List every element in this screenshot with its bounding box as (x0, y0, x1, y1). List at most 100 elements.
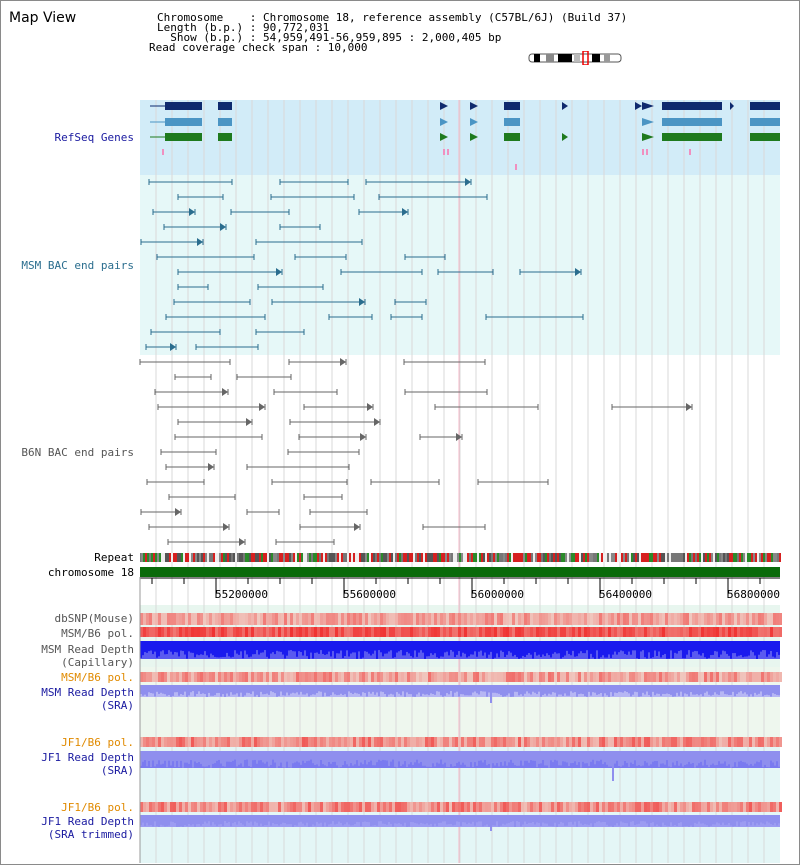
depth-bar (520, 641, 522, 658)
heat-cell (593, 627, 596, 637)
track-label-msm-depth-sra[interactable]: MSM Read Depth (41, 686, 134, 699)
track-label-jf1-b6-pol-2[interactable]: JF1/B6 pol. (61, 801, 134, 814)
heat-cell (158, 802, 161, 812)
track-label-msm-b6-pol-2[interactable]: MSM/B6 pol. (61, 671, 134, 684)
heat-cell (245, 737, 248, 747)
depth-bar (444, 751, 446, 763)
depth-bar (572, 815, 574, 825)
depth-bar (638, 685, 640, 697)
repeat-element (671, 553, 673, 562)
depth-bar (472, 815, 474, 822)
repeat-element (153, 553, 155, 562)
depth-bar (414, 815, 416, 823)
heat-cell (404, 672, 407, 682)
depth-bar (366, 641, 368, 652)
depth-bar (636, 641, 638, 659)
depth-bar (168, 641, 170, 651)
heat-cell (491, 613, 494, 625)
track-label-msm-bac[interactable]: MSM BAC end pairs (21, 259, 134, 272)
track-label-jf1-depth-sra[interactable]: JF1 Read Depth (41, 751, 134, 764)
depth-bar (432, 685, 434, 694)
heat-cell (581, 737, 584, 747)
repeat-element (549, 553, 551, 562)
track-label-msm-b6-pol[interactable]: MSM/B6 pol. (61, 627, 134, 640)
repeat-element (741, 553, 743, 562)
depth-bar (388, 641, 390, 652)
repeat-element (247, 553, 249, 562)
heat-cell (281, 627, 284, 637)
heat-cell (557, 613, 560, 625)
heat-cell (587, 672, 590, 682)
track-label-repeat[interactable]: Repeat (94, 551, 134, 564)
repeat-element (251, 553, 253, 562)
depth-bar (606, 815, 608, 825)
msm-bac-pairs[interactable] (140, 178, 584, 351)
heat-cell (518, 672, 521, 682)
track-label-refseq[interactable]: RefSeq Genes (54, 131, 134, 144)
depth-bar (210, 751, 212, 768)
track-label-b6n-bac[interactable]: B6N BAC end pairs (21, 446, 134, 459)
depth-bar (224, 685, 226, 697)
depth-bar (270, 685, 272, 692)
depth-bar (156, 751, 158, 765)
heat-cell (446, 737, 449, 747)
heat-cell (602, 627, 605, 637)
depth-bar (450, 815, 452, 824)
depth-bar (372, 641, 374, 654)
refseq-features[interactable] (150, 102, 780, 170)
b6n-pair-arrow (374, 418, 380, 426)
depth-bar (564, 641, 566, 656)
repeat-element (451, 553, 453, 562)
heat-cell (464, 802, 467, 812)
depth-bar (144, 685, 146, 695)
polymorphism-heatmaps[interactable] (140, 613, 782, 812)
repeat-element (577, 553, 579, 562)
chromosome-bar[interactable] (140, 567, 780, 577)
heat-cell (737, 627, 740, 637)
depth-bar (386, 685, 388, 697)
depth-bar (714, 815, 716, 825)
heat-cell (269, 672, 272, 682)
depth-bar (552, 641, 554, 654)
track-label-jf1-depth-trimmed[interactable]: JF1 Read Depth (41, 815, 134, 828)
depth-bar (696, 685, 698, 695)
track-label-jf1-b6-pol[interactable]: JF1/B6 pol. (61, 736, 134, 749)
b6n-bac-pairs[interactable] (139, 358, 693, 546)
depth-bar (686, 751, 688, 765)
depth-bar (144, 751, 146, 761)
heat-cell (692, 737, 695, 747)
read-depth-plots[interactable] (140, 641, 780, 831)
heat-cell (170, 737, 173, 747)
track-label-chromosome[interactable]: chromosome 18 (47, 566, 134, 579)
depth-bar (350, 815, 352, 826)
heat-cell (413, 672, 416, 682)
repeat-element (413, 553, 415, 562)
repeat-track[interactable] (140, 553, 781, 562)
repeat-element (455, 553, 457, 562)
track-label-dbsnp[interactable]: dbSNP(Mouse) (54, 612, 134, 625)
heat-cell (530, 802, 533, 812)
depth-bar (286, 641, 288, 656)
track-label-msm-depth-capillary[interactable]: MSM Read Depth (41, 643, 134, 656)
heat-cell (191, 627, 194, 637)
depth-bar (732, 685, 734, 692)
chromosome-ideogram[interactable] (528, 51, 623, 65)
depth-bar (758, 641, 760, 655)
depth-bar (742, 815, 744, 822)
depth-bar (726, 751, 728, 766)
heat-cell (611, 627, 614, 637)
depth-bar (490, 815, 492, 831)
heat-cell (143, 737, 146, 747)
repeat-element (637, 553, 639, 562)
depth-bar (446, 685, 448, 694)
heat-cell (167, 737, 170, 747)
repeat-element (439, 553, 441, 562)
repeat-element (697, 553, 699, 562)
depth-bar (762, 751, 764, 768)
depth-bar (588, 751, 590, 767)
repeat-element (669, 553, 671, 562)
depth-bar (572, 751, 574, 764)
heat-cell (704, 802, 707, 812)
heat-cell (299, 627, 302, 637)
